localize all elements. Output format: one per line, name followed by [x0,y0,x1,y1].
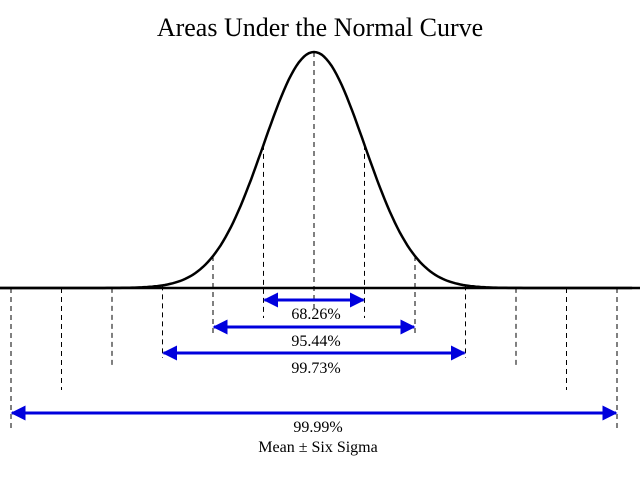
interval-label-2-sigma: 95.44% [291,333,340,350]
sigma-guide-lines [10,52,618,428]
normal-curve [0,50,633,290]
diagram-title: Areas Under the Normal Curve [157,13,483,42]
six-sigma-caption: Mean ± Six Sigma [258,439,377,456]
interval-label-6-sigma: 99.99% [293,419,342,436]
interval-label-1-sigma: 68.26% [291,306,340,323]
interval-arrows [10,292,618,421]
interval-label-3-sigma: 99.73% [291,360,340,377]
